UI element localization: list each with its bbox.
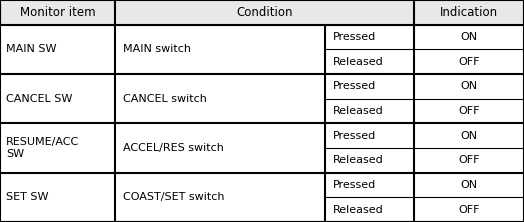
Text: MAIN switch: MAIN switch [123, 44, 191, 54]
Text: Pressed: Pressed [333, 180, 376, 190]
Text: RESUME/ACC
SW: RESUME/ACC SW [6, 137, 80, 159]
Text: Released: Released [333, 155, 384, 165]
Text: Released: Released [333, 106, 384, 116]
Text: OFF: OFF [458, 106, 480, 116]
Text: SET SW: SET SW [6, 192, 49, 202]
Text: MAIN SW: MAIN SW [6, 44, 57, 54]
Text: ON: ON [461, 180, 477, 190]
Text: CANCEL switch: CANCEL switch [123, 94, 207, 104]
Text: ACCEL/RES switch: ACCEL/RES switch [123, 143, 224, 153]
Text: ON: ON [461, 32, 477, 42]
Text: Monitor item: Monitor item [20, 6, 95, 19]
Text: OFF: OFF [458, 57, 480, 67]
Text: OFF: OFF [458, 205, 480, 215]
Text: CANCEL SW: CANCEL SW [6, 94, 73, 104]
FancyBboxPatch shape [0, 0, 524, 25]
Text: Condition: Condition [236, 6, 293, 19]
Text: Pressed: Pressed [333, 32, 376, 42]
Text: COAST/SET switch: COAST/SET switch [123, 192, 225, 202]
Text: Pressed: Pressed [333, 131, 376, 141]
Text: OFF: OFF [458, 155, 480, 165]
Text: Released: Released [333, 205, 384, 215]
Text: ON: ON [461, 131, 477, 141]
Text: ON: ON [461, 81, 477, 91]
Text: Indication: Indication [440, 6, 498, 19]
Text: Released: Released [333, 57, 384, 67]
Text: Pressed: Pressed [333, 81, 376, 91]
